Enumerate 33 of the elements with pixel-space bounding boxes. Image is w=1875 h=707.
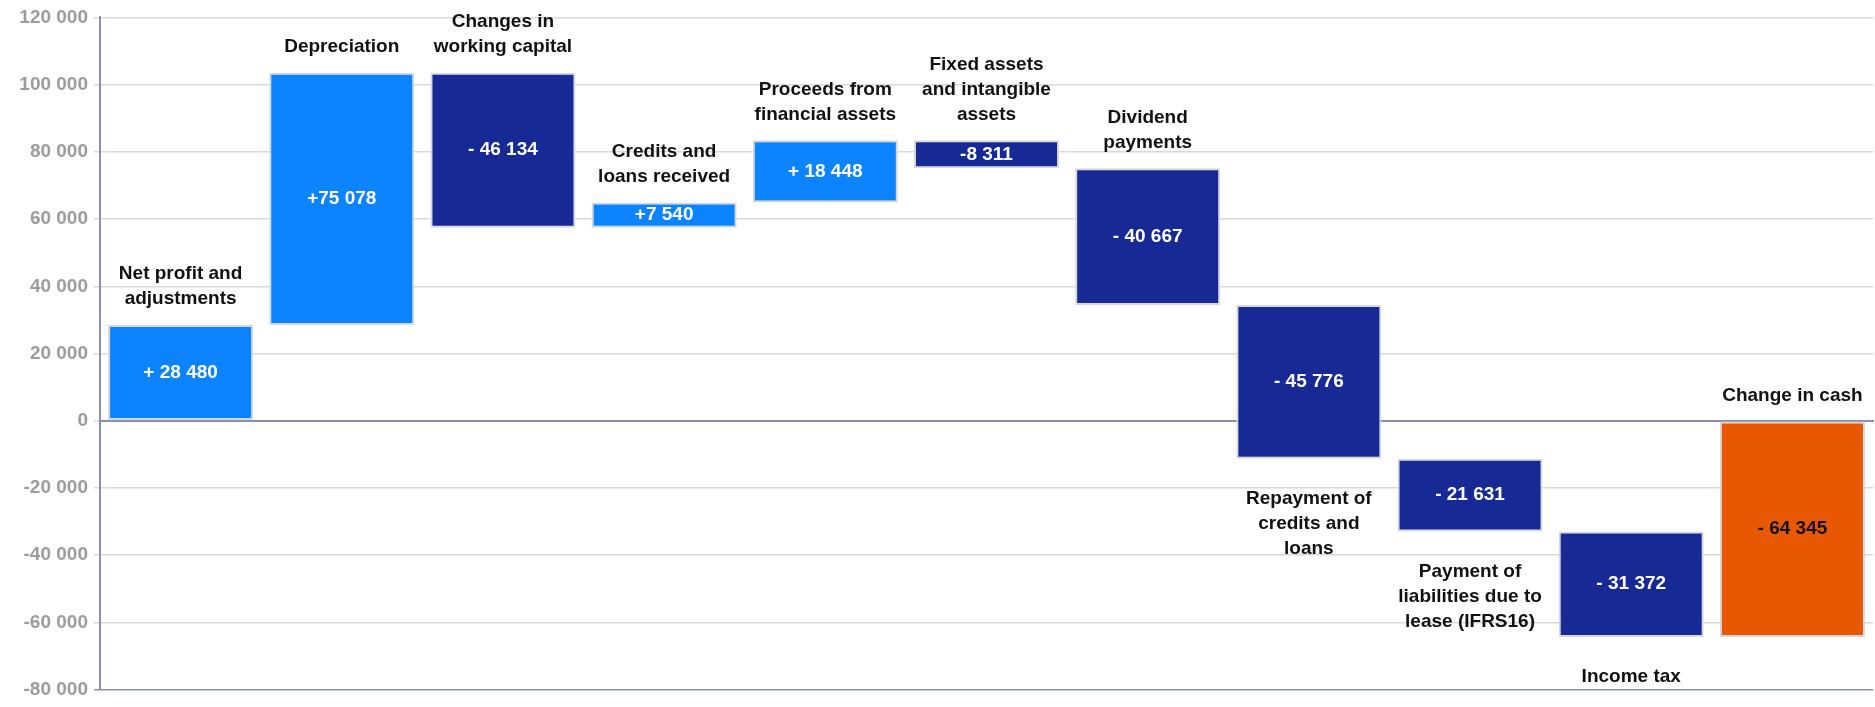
x-tick-label: Payment of liabilities due to lease (IFRS16) xyxy=(1398,559,1542,631)
data-label: - 31 372 xyxy=(1596,572,1667,594)
y-tick-label: 40 000 xyxy=(29,274,88,296)
data-label: - 46 134 xyxy=(468,138,539,160)
y-tick-label: 120 000 xyxy=(19,5,88,27)
x-tick-label: Changes in working capital xyxy=(432,9,573,56)
data-label: +75 078 xyxy=(307,187,377,209)
y-tick-label: -60 000 xyxy=(23,610,88,632)
x-tick-label: Change in cash xyxy=(1722,383,1863,405)
y-tick-label: -80 000 xyxy=(23,677,88,699)
y-tick-label: 20 000 xyxy=(29,341,88,363)
y-tick-label: 80 000 xyxy=(29,140,88,162)
x-tick-label: Repayment of credits and loans xyxy=(1246,487,1373,559)
data-label: + 18 448 xyxy=(788,159,863,181)
x-tick-label: Depreciation xyxy=(284,34,400,56)
x-tick-label: Dividend payments xyxy=(1103,105,1193,152)
data-label: + 28 480 xyxy=(143,360,218,382)
y-tick-label: 60 000 xyxy=(29,207,88,229)
data-label: -8 311 xyxy=(960,142,1014,164)
y-tick-label: 0 xyxy=(77,408,88,430)
data-label: - 40 667 xyxy=(1112,224,1183,246)
data-label: - 45 776 xyxy=(1274,370,1344,392)
y-tick-label: 100 000 xyxy=(19,72,88,94)
x-tick-label: Credits and loans received xyxy=(598,139,731,186)
data-label: +7 540 xyxy=(634,203,694,225)
y-tick-label: -40 000 xyxy=(23,543,88,565)
data-label: - 21 631 xyxy=(1435,483,1506,505)
y-tick-label: -20 000 xyxy=(23,476,88,498)
x-tick-label: Proceeds from financial assets xyxy=(754,77,897,124)
x-tick-label: Income tax xyxy=(1581,665,1682,687)
data-label: - 64 345 xyxy=(1757,517,1828,539)
x-tick-label: Fixed assets and intangible assets xyxy=(922,52,1051,124)
x-tick-label: Net profit and adjustments xyxy=(118,262,243,309)
